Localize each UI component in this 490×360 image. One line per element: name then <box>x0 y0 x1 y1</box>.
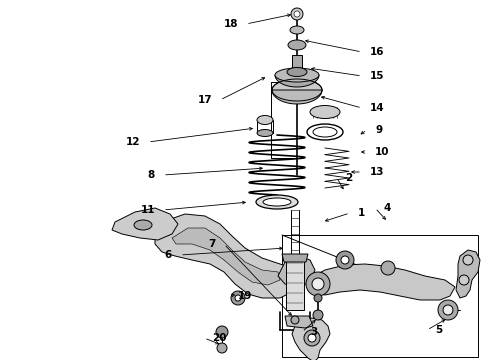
Ellipse shape <box>272 79 322 101</box>
Circle shape <box>463 255 473 265</box>
Ellipse shape <box>290 26 304 34</box>
Circle shape <box>312 278 324 290</box>
Text: 19: 19 <box>238 291 252 301</box>
Circle shape <box>291 8 303 20</box>
Text: 1: 1 <box>358 208 365 218</box>
Text: 6: 6 <box>165 250 172 260</box>
Polygon shape <box>292 318 330 360</box>
Text: 7: 7 <box>209 239 216 249</box>
Polygon shape <box>172 228 280 285</box>
Circle shape <box>336 251 354 269</box>
Text: 14: 14 <box>370 103 385 113</box>
Polygon shape <box>285 316 313 328</box>
Circle shape <box>291 316 299 324</box>
Circle shape <box>294 11 300 17</box>
Circle shape <box>304 330 320 346</box>
Polygon shape <box>275 75 319 87</box>
Text: 12: 12 <box>125 137 140 147</box>
Text: 17: 17 <box>197 95 212 105</box>
Polygon shape <box>456 250 480 298</box>
Ellipse shape <box>257 130 273 136</box>
Polygon shape <box>308 264 455 300</box>
Circle shape <box>308 334 316 342</box>
Text: 5: 5 <box>435 325 442 335</box>
Text: 3: 3 <box>310 327 317 337</box>
Circle shape <box>341 256 349 264</box>
Circle shape <box>381 261 395 275</box>
Polygon shape <box>286 258 304 310</box>
Circle shape <box>235 295 241 301</box>
Text: 11: 11 <box>141 205 155 215</box>
Circle shape <box>306 272 330 296</box>
Circle shape <box>217 343 227 353</box>
Text: 20: 20 <box>212 333 226 343</box>
Circle shape <box>313 310 323 320</box>
Text: 13: 13 <box>370 167 385 177</box>
Polygon shape <box>272 90 322 104</box>
Polygon shape <box>155 214 298 298</box>
Bar <box>282 235 478 357</box>
Ellipse shape <box>313 127 337 137</box>
Text: 2: 2 <box>345 173 352 183</box>
Circle shape <box>438 300 458 320</box>
Ellipse shape <box>288 40 306 50</box>
Text: 4: 4 <box>383 203 391 213</box>
Ellipse shape <box>134 220 152 230</box>
Ellipse shape <box>256 195 298 209</box>
Polygon shape <box>278 256 315 288</box>
Text: 16: 16 <box>370 47 385 57</box>
Circle shape <box>443 305 453 315</box>
Circle shape <box>216 326 228 338</box>
Ellipse shape <box>287 68 307 77</box>
Circle shape <box>314 294 322 302</box>
Circle shape <box>459 275 469 285</box>
Polygon shape <box>112 208 178 240</box>
Ellipse shape <box>310 105 340 118</box>
Text: 9: 9 <box>375 125 382 135</box>
Ellipse shape <box>275 68 319 82</box>
Circle shape <box>231 291 245 305</box>
Ellipse shape <box>263 198 291 206</box>
Text: 8: 8 <box>148 170 155 180</box>
Ellipse shape <box>257 116 273 125</box>
Polygon shape <box>282 254 308 262</box>
Text: 15: 15 <box>370 71 385 81</box>
Text: 10: 10 <box>375 147 390 157</box>
Text: 18: 18 <box>223 19 238 29</box>
Polygon shape <box>292 55 302 75</box>
